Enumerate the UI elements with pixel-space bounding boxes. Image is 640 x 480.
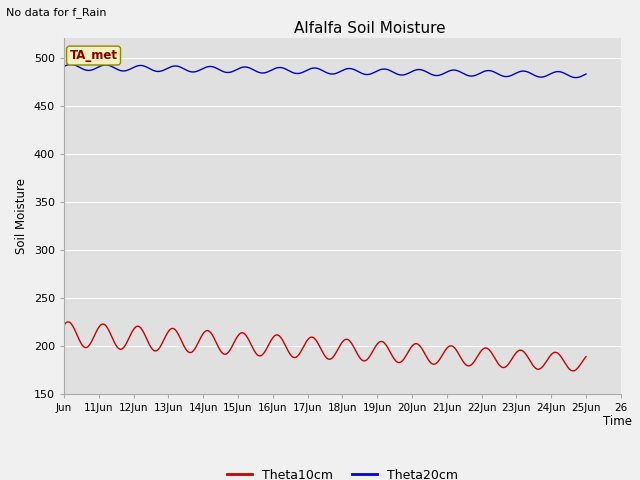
Text: No data for f_Rain: No data for f_Rain (6, 7, 107, 18)
Y-axis label: Soil Moisture: Soil Moisture (15, 178, 28, 254)
Legend: Theta10cm, Theta20cm: Theta10cm, Theta20cm (222, 464, 463, 480)
Title: Alfalfa Soil Moisture: Alfalfa Soil Moisture (294, 21, 446, 36)
X-axis label: Time: Time (603, 415, 632, 428)
Text: TA_met: TA_met (70, 49, 118, 62)
